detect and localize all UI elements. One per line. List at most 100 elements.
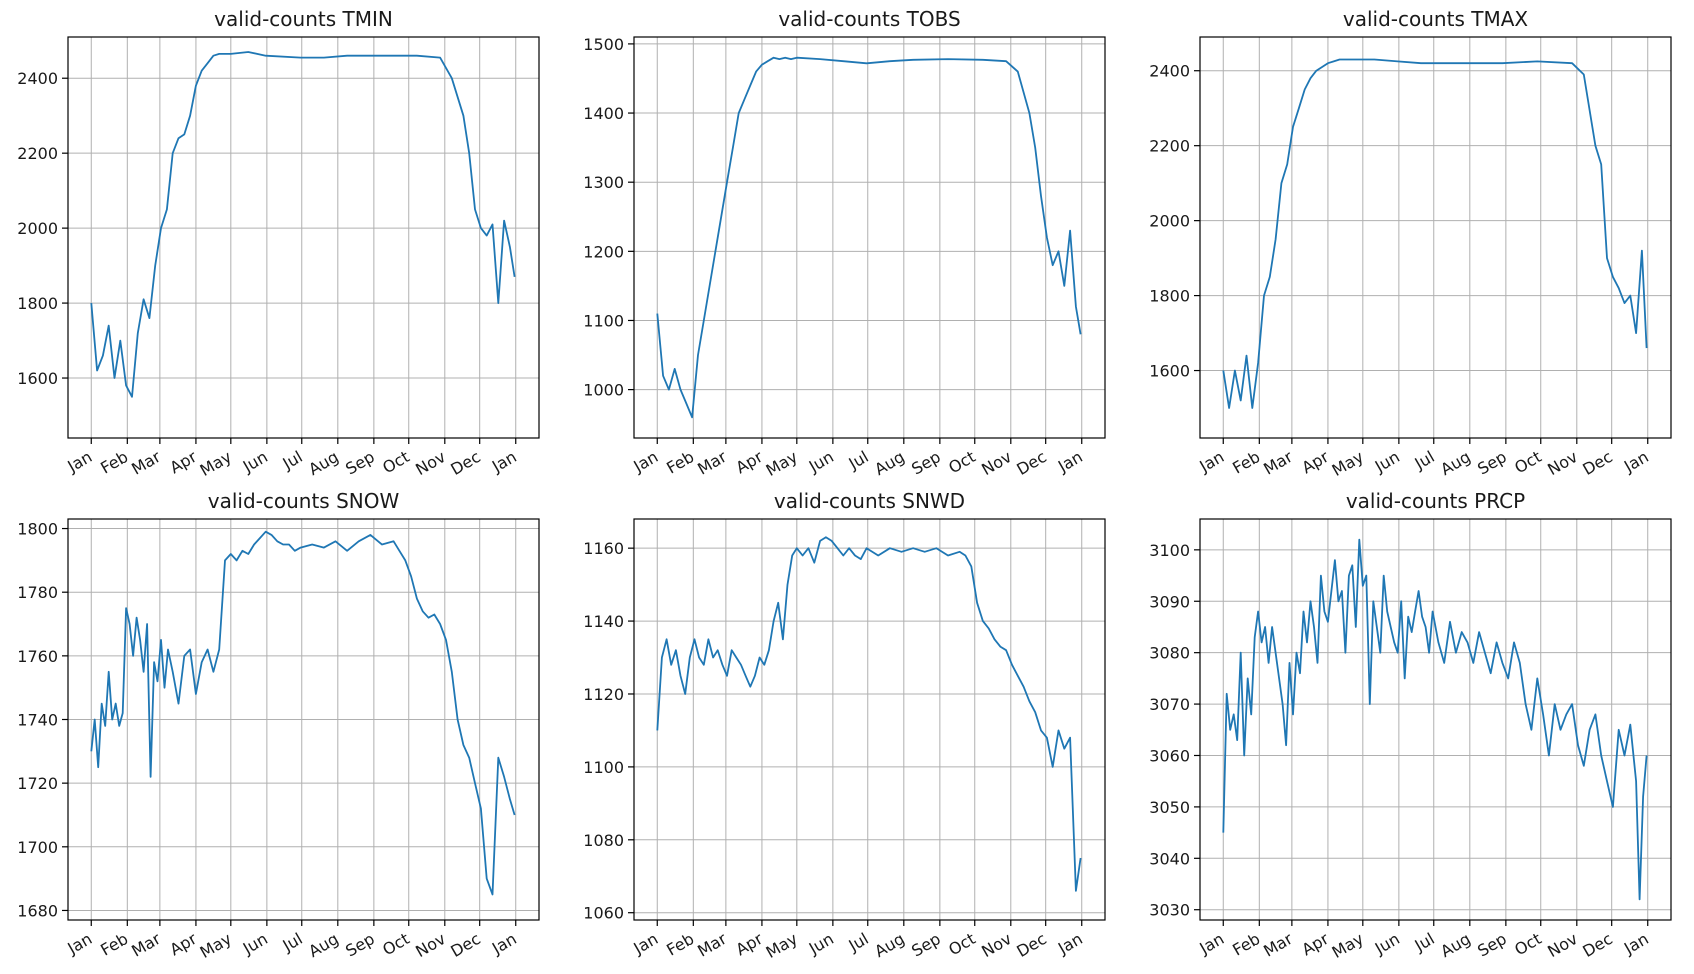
y-tick-label: 1000 bbox=[583, 381, 624, 400]
x-tick-label: Sep bbox=[908, 929, 944, 961]
x-tick-label: Jan bbox=[630, 447, 662, 476]
x-tick-label: Apr bbox=[732, 447, 766, 478]
y-tick-label: 1800 bbox=[1149, 287, 1190, 306]
x-tick-label: Apr bbox=[732, 929, 766, 960]
x-tick-label: Jan bbox=[488, 447, 520, 476]
y-tick-label: 1800 bbox=[17, 520, 58, 539]
x-tick-label: Apr bbox=[166, 447, 200, 478]
series-line-valid-counts-snwd bbox=[656, 536, 1082, 892]
y-tick-label: 3050 bbox=[1149, 798, 1190, 817]
x-tick-label: Jun bbox=[239, 447, 271, 476]
y-tick-label: 3060 bbox=[1149, 746, 1190, 765]
y-tick-label: 1680 bbox=[17, 901, 58, 920]
y-tick-label: 2200 bbox=[17, 144, 58, 163]
x-tick-label: Aug bbox=[871, 929, 908, 961]
x-tick-label: Jan bbox=[1620, 929, 1652, 958]
x-tick-label: Feb bbox=[663, 447, 697, 478]
series-line-valid-counts-prcp bbox=[1222, 538, 1648, 901]
x-tick-label: Jan bbox=[488, 929, 520, 958]
y-tick-label: 1100 bbox=[583, 758, 624, 777]
y-tick-label: 1500 bbox=[583, 35, 624, 54]
x-tick-label: Sep bbox=[342, 447, 378, 479]
x-tick-label: May bbox=[763, 929, 801, 962]
x-tick-label: Jun bbox=[805, 929, 837, 958]
y-tick-label: 1060 bbox=[583, 904, 624, 923]
x-tick-label: Aug bbox=[1437, 929, 1474, 961]
axes-frame bbox=[1199, 36, 1672, 439]
x-tick-label: Jul bbox=[1411, 929, 1438, 956]
x-tick-label: May bbox=[1329, 929, 1367, 962]
y-tick-label: 3100 bbox=[1149, 541, 1190, 560]
x-tick-label: Dec bbox=[1013, 929, 1049, 961]
y-tick-label: 1120 bbox=[583, 685, 624, 704]
y-tick-label: 3040 bbox=[1149, 849, 1190, 868]
axes-frame bbox=[633, 518, 1106, 921]
y-tick-label: 3090 bbox=[1149, 592, 1190, 611]
x-tick-label: Mar bbox=[1260, 929, 1296, 961]
y-tick-label: 2000 bbox=[1149, 212, 1190, 231]
y-tick-label: 2000 bbox=[17, 219, 58, 238]
x-tick-label: Oct bbox=[945, 929, 978, 959]
x-tick-label: Oct bbox=[379, 929, 412, 959]
axes-frame bbox=[1199, 518, 1672, 921]
x-tick-label: May bbox=[763, 447, 801, 480]
x-tick-label: Mar bbox=[1260, 447, 1296, 479]
x-tick-label: Aug bbox=[305, 929, 342, 961]
series-line-valid-counts-snow bbox=[90, 530, 516, 896]
x-tick-label: Feb bbox=[97, 447, 131, 478]
y-tick-label: 1100 bbox=[583, 311, 624, 330]
y-tick-label: 1760 bbox=[17, 647, 58, 666]
x-tick-label: Nov bbox=[978, 447, 1015, 479]
x-tick-label: Dec bbox=[1013, 447, 1049, 479]
x-tick-label: Jul bbox=[845, 929, 872, 956]
x-tick-label: Jun bbox=[1371, 929, 1403, 958]
x-tick-label: Nov bbox=[978, 929, 1015, 961]
x-tick-label: Jan bbox=[64, 447, 96, 476]
x-tick-label: Aug bbox=[305, 447, 342, 479]
x-tick-label: Jun bbox=[805, 447, 837, 476]
x-tick-label: Jan bbox=[1196, 447, 1228, 476]
x-tick-label: Dec bbox=[1579, 929, 1615, 961]
x-tick-label: Oct bbox=[1511, 929, 1544, 959]
x-tick-label: Dec bbox=[447, 447, 483, 479]
x-tick-label: Feb bbox=[1229, 447, 1263, 478]
x-tick-label: Apr bbox=[1298, 929, 1332, 960]
series-line-valid-counts-tmax bbox=[1222, 58, 1648, 409]
x-tick-label: Nov bbox=[1544, 447, 1581, 479]
x-tick-label: Jun bbox=[239, 929, 271, 958]
y-tick-label: 1160 bbox=[583, 539, 624, 558]
x-tick-label: Sep bbox=[342, 929, 378, 961]
x-tick-label: Jan bbox=[630, 929, 662, 958]
x-tick-label: Jul bbox=[1411, 447, 1438, 474]
x-tick-label: Oct bbox=[1511, 447, 1544, 477]
x-tick-label: Jan bbox=[1054, 447, 1086, 476]
x-tick-label: Feb bbox=[97, 929, 131, 960]
y-tick-label: 1200 bbox=[583, 242, 624, 261]
x-tick-label: Oct bbox=[379, 447, 412, 477]
y-tick-label: 2400 bbox=[1149, 62, 1190, 81]
x-tick-label: Jul bbox=[279, 929, 306, 956]
x-tick-label: Sep bbox=[908, 447, 944, 479]
axes-frame bbox=[67, 36, 540, 439]
x-tick-label: Dec bbox=[447, 929, 483, 961]
x-tick-label: Aug bbox=[871, 447, 908, 479]
series-line-valid-counts-tobs bbox=[656, 56, 1082, 419]
x-tick-label: Nov bbox=[412, 447, 449, 479]
x-tick-label: Jan bbox=[1054, 929, 1086, 958]
y-tick-label: 1720 bbox=[17, 774, 58, 793]
x-tick-label: Mar bbox=[128, 929, 164, 961]
panel-title: valid-counts PRCP bbox=[1346, 489, 1525, 513]
x-tick-label: May bbox=[197, 929, 235, 962]
panel-title: valid-counts TMAX bbox=[1343, 7, 1528, 31]
x-tick-label: Jul bbox=[279, 447, 306, 474]
panel-title: valid-counts SNOW bbox=[208, 489, 400, 513]
y-tick-label: 1740 bbox=[17, 711, 58, 730]
y-tick-label: 1080 bbox=[583, 831, 624, 850]
y-tick-label: 1600 bbox=[17, 369, 58, 388]
